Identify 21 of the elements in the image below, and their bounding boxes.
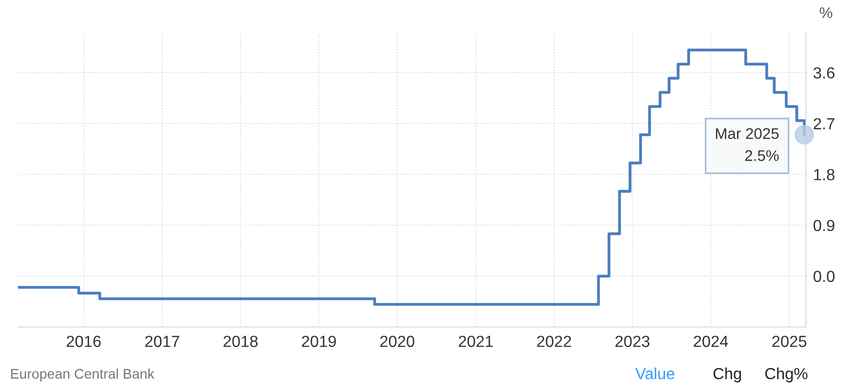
y-tick-label: 3.6 [814,67,834,79]
x-tick-label: 2024 [694,336,728,348]
text: European Central Bank [11,368,154,382]
y-tick-label: 1.8 [814,168,834,180]
x-tick-label: 2016 [66,336,101,348]
y-tick-label: 2.7 [814,118,834,130]
x-tick-label: 2023 [615,336,650,348]
x-tick-label: 2018 [224,336,258,348]
annotation: Mar 2025 2.5% [716,128,779,161]
x-tick-label: 2020 [380,336,414,348]
text: Chg% [765,368,808,382]
y-tick-label: 0.0 [814,270,835,282]
text: Chg [714,368,741,382]
x-tick-label: 2017 [145,336,180,348]
x-tick-label: 2019 [302,336,336,348]
y-axis-title: % [820,7,832,18]
text: Value [635,368,674,380]
x-tick-label: 2021 [458,336,493,348]
y-tick-label: 0.9 [814,220,834,232]
x-tick-label: 2025 [772,336,806,348]
x-tick-label: 2022 [537,336,572,348]
